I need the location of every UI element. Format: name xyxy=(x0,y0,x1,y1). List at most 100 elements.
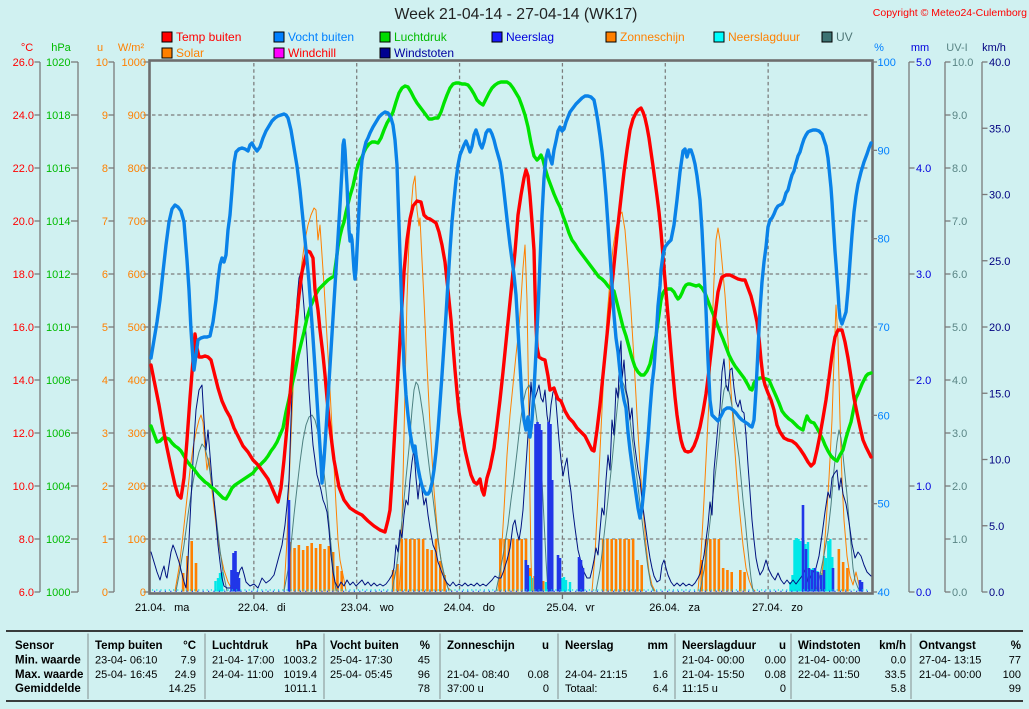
svg-text:0.08: 0.08 xyxy=(765,669,786,681)
svg-text:%: % xyxy=(420,640,430,652)
svg-text:23-04- 06:10: 23-04- 06:10 xyxy=(95,655,157,667)
svg-text:Zonneschijn: Zonneschijn xyxy=(620,30,685,44)
svg-text:26.04. za: 26.04. za xyxy=(649,602,701,614)
svg-text:70: 70 xyxy=(878,322,890,334)
svg-text:9.0: 9.0 xyxy=(952,110,967,122)
svg-text:15.0: 15.0 xyxy=(989,388,1010,400)
svg-text:5.0: 5.0 xyxy=(916,57,931,69)
svg-text:W/m²: W/m² xyxy=(118,42,145,54)
svg-text:hPa: hPa xyxy=(51,42,71,54)
svg-text:Temp buiten: Temp buiten xyxy=(176,30,241,44)
svg-text:%: % xyxy=(874,42,884,54)
svg-text:18.0: 18.0 xyxy=(13,269,34,281)
svg-text:2.0: 2.0 xyxy=(916,375,931,387)
svg-text:1010: 1010 xyxy=(46,322,70,334)
svg-text:UV: UV xyxy=(836,30,853,44)
svg-text:25-04- 05:45: 25-04- 05:45 xyxy=(330,669,392,681)
svg-text:8.0: 8.0 xyxy=(952,163,967,175)
svg-text:24.9: 24.9 xyxy=(175,669,196,681)
svg-text:3.0: 3.0 xyxy=(916,269,931,281)
svg-text:78: 78 xyxy=(418,683,430,695)
svg-text:Max. waarde: Max. waarde xyxy=(15,669,83,681)
svg-text:500: 500 xyxy=(128,322,146,334)
svg-text:1004: 1004 xyxy=(46,481,70,493)
svg-text:21-04- 08:40: 21-04- 08:40 xyxy=(447,669,509,681)
svg-text:7: 7 xyxy=(102,216,108,228)
svg-text:0.0: 0.0 xyxy=(916,587,931,599)
svg-text:%: % xyxy=(1011,640,1021,652)
svg-text:33.5: 33.5 xyxy=(885,669,906,681)
svg-text:0: 0 xyxy=(543,683,549,695)
svg-text:600: 600 xyxy=(128,269,146,281)
svg-text:0: 0 xyxy=(102,587,108,599)
svg-text:8: 8 xyxy=(102,163,108,175)
svg-text:25-04- 16:45: 25-04- 16:45 xyxy=(95,669,157,681)
svg-text:Gemiddelde: Gemiddelde xyxy=(15,683,81,695)
svg-text:mm: mm xyxy=(648,640,668,652)
svg-text:99: 99 xyxy=(1009,683,1021,695)
svg-text:10.0: 10.0 xyxy=(989,455,1010,467)
svg-text:°C: °C xyxy=(21,42,33,54)
svg-text:Vocht buiten: Vocht buiten xyxy=(288,30,354,44)
svg-text:Solar: Solar xyxy=(176,46,204,60)
svg-text:6: 6 xyxy=(102,269,108,281)
svg-text:Ontvangst: Ontvangst xyxy=(919,640,976,652)
svg-text:Luchtdruk: Luchtdruk xyxy=(212,640,269,652)
svg-text:22.04. di: 22.04. di xyxy=(238,602,286,614)
svg-text:Neerslagduur: Neerslagduur xyxy=(728,30,800,44)
svg-text:5.8: 5.8 xyxy=(891,683,906,695)
svg-text:Windchill: Windchill xyxy=(288,46,336,60)
svg-text:24-04- 21:15: 24-04- 21:15 xyxy=(565,669,627,681)
svg-text:21-04- 00:00: 21-04- 00:00 xyxy=(919,669,981,681)
svg-text:100: 100 xyxy=(878,57,896,69)
svg-text:2: 2 xyxy=(102,481,108,493)
svg-text:1008: 1008 xyxy=(46,375,70,387)
svg-text:7.9: 7.9 xyxy=(181,655,196,667)
svg-text:3: 3 xyxy=(102,428,108,440)
svg-text:14.25: 14.25 xyxy=(168,683,196,695)
svg-text:45: 45 xyxy=(418,655,430,667)
svg-text:400: 400 xyxy=(128,375,146,387)
svg-text:Week 21-04-14 - 27-04-14 (WK17: Week 21-04-14 - 27-04-14 (WK17) xyxy=(395,6,638,23)
svg-text:22.0: 22.0 xyxy=(13,163,34,175)
svg-text:24-04- 11:00: 24-04- 11:00 xyxy=(212,669,274,681)
svg-text:6.0: 6.0 xyxy=(952,269,967,281)
svg-text:4.0: 4.0 xyxy=(916,163,931,175)
svg-text:6.0: 6.0 xyxy=(19,587,34,599)
svg-text:5: 5 xyxy=(102,322,108,334)
svg-text:1011.1: 1011.1 xyxy=(284,683,317,695)
svg-text:21-04- 00:00: 21-04- 00:00 xyxy=(798,655,860,667)
svg-text:24.04. do: 24.04. do xyxy=(444,602,495,614)
svg-text:16.0: 16.0 xyxy=(13,322,34,334)
svg-text:27-04- 13:15: 27-04- 13:15 xyxy=(919,655,981,667)
svg-text:Luchtdruk: Luchtdruk xyxy=(394,30,448,44)
svg-text:40: 40 xyxy=(878,587,890,599)
svg-text:20.0: 20.0 xyxy=(989,322,1010,334)
svg-text:Windstoten: Windstoten xyxy=(798,640,861,652)
svg-text:60: 60 xyxy=(878,410,890,422)
svg-text:5.0: 5.0 xyxy=(989,521,1004,533)
svg-text:96: 96 xyxy=(418,669,430,681)
svg-text:25.0: 25.0 xyxy=(989,256,1010,268)
svg-text:Neerslagduur: Neerslagduur xyxy=(682,640,757,652)
svg-text:1: 1 xyxy=(102,534,108,546)
svg-text:4: 4 xyxy=(102,375,108,387)
svg-text:5.0: 5.0 xyxy=(952,322,967,334)
svg-text:90: 90 xyxy=(878,145,890,157)
svg-text:24.0: 24.0 xyxy=(13,110,34,122)
svg-text:1020: 1020 xyxy=(46,57,70,69)
svg-text:UV-I: UV-I xyxy=(946,42,967,54)
svg-text:u: u xyxy=(542,640,549,652)
svg-text:Neerslag: Neerslag xyxy=(565,640,614,652)
svg-text:1006: 1006 xyxy=(46,428,70,440)
svg-text:1019.4: 1019.4 xyxy=(283,669,317,681)
svg-text:1018: 1018 xyxy=(46,110,70,122)
svg-text:25-04- 17:30: 25-04- 17:30 xyxy=(330,655,392,667)
svg-text:10: 10 xyxy=(96,57,108,69)
svg-text:20.0: 20.0 xyxy=(13,216,34,228)
svg-text:8.0: 8.0 xyxy=(19,534,34,546)
svg-text:0.0: 0.0 xyxy=(952,587,967,599)
svg-text:2.0: 2.0 xyxy=(952,481,967,493)
svg-text:Min. waarde: Min. waarde xyxy=(15,655,81,667)
svg-text:30.0: 30.0 xyxy=(989,190,1010,202)
